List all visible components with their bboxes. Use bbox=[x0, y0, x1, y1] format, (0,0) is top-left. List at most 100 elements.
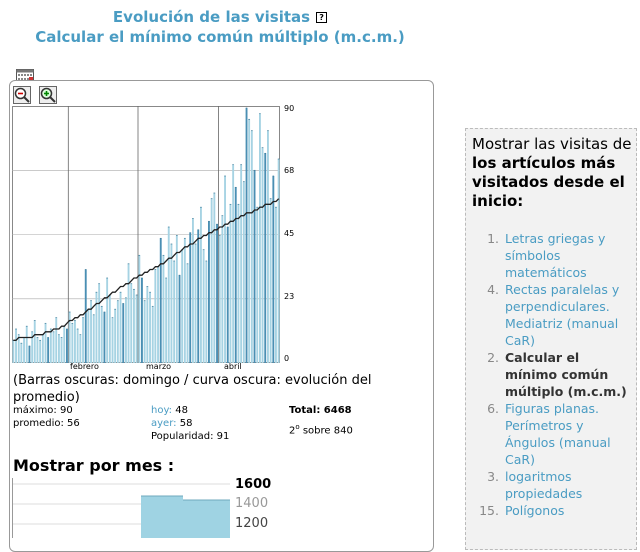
help-icon[interactable]: ? bbox=[316, 12, 328, 23]
rank-sup: o bbox=[295, 423, 300, 431]
chart-bar bbox=[127, 263, 130, 363]
sidebar-title-bold: los artículos más visitados desde el ini… bbox=[472, 154, 625, 210]
rank-rest: sobre 840 bbox=[299, 425, 353, 437]
chart-bar bbox=[200, 207, 202, 363]
monthly-label: 1400 bbox=[235, 496, 269, 511]
chart-bar bbox=[52, 331, 55, 363]
chart-bar bbox=[232, 164, 235, 363]
chart-bar bbox=[12, 340, 15, 363]
chart-bar bbox=[159, 238, 162, 363]
stat-today: hoy: 48 bbox=[151, 405, 188, 417]
chart-bar bbox=[31, 331, 34, 363]
chart-bar bbox=[210, 198, 213, 363]
list-item[interactable]: 4. Rectas paralelas y perpendiculares. Me… bbox=[470, 281, 635, 349]
chart-bar bbox=[157, 266, 159, 363]
chart-bar bbox=[267, 130, 269, 363]
y-tick-label: 90 bbox=[284, 104, 295, 113]
chart-bar bbox=[202, 249, 205, 363]
chart-bar bbox=[58, 334, 60, 363]
stat-max: máximo: 90 bbox=[13, 405, 73, 416]
chart-bar bbox=[218, 235, 221, 363]
chart-caption: (Barras oscuras: domingo / curva oscura:… bbox=[13, 373, 372, 405]
chart-bar bbox=[221, 215, 224, 363]
chart-bar bbox=[151, 306, 154, 363]
chart-bar bbox=[130, 283, 133, 363]
list-item[interactable]: 6. Figuras planas. Perímetros y Ángulos (… bbox=[470, 400, 635, 468]
chart-bar bbox=[250, 130, 253, 363]
chart-bar bbox=[119, 292, 122, 363]
y-tick-label: 0 bbox=[284, 354, 290, 363]
item-number: 1. bbox=[487, 231, 499, 246]
chart-bar bbox=[245, 108, 248, 363]
article-link[interactable]: Letras griegas y símbolos matemáticos bbox=[505, 231, 606, 280]
x-month-label: febrero bbox=[70, 362, 99, 371]
chart-bar bbox=[248, 119, 251, 363]
chart-bar bbox=[63, 326, 66, 363]
chart-bar bbox=[237, 204, 240, 363]
chart-bar bbox=[71, 323, 74, 363]
chart-bar bbox=[76, 329, 79, 363]
chart-bar bbox=[189, 232, 192, 363]
chart-bar bbox=[95, 292, 98, 363]
chart-bar bbox=[213, 193, 216, 363]
chart-bar bbox=[39, 340, 42, 363]
list-item[interactable]: 15. Polígonos bbox=[470, 502, 635, 519]
chart-bar bbox=[36, 337, 39, 363]
chart-bar bbox=[20, 343, 23, 363]
chart-bar bbox=[25, 326, 28, 363]
chart-bar bbox=[106, 278, 109, 363]
chart-bar bbox=[277, 159, 280, 363]
list-item[interactable]: 3. logaritmos propiedades bbox=[470, 468, 635, 502]
top-articles-list: 1. Letras griegas y símbolos matemáticos … bbox=[470, 230, 635, 519]
article-link[interactable]: Polígonos bbox=[505, 503, 565, 518]
chart-bar bbox=[194, 244, 197, 363]
chart-bar bbox=[186, 263, 189, 363]
visits-chart bbox=[12, 106, 280, 363]
stat-popularity: Popularidad: 91 bbox=[151, 431, 230, 442]
chart-bar bbox=[103, 312, 106, 363]
article-link[interactable]: Rectas paralelas y perpendiculares. Medi… bbox=[505, 282, 620, 348]
calendar-icon[interactable] bbox=[16, 69, 34, 83]
today-value: 48 bbox=[175, 405, 188, 416]
chart-bar bbox=[269, 198, 272, 363]
chart-bar bbox=[92, 314, 95, 363]
title-text: Evolución de las visitas bbox=[112, 8, 311, 26]
x-month-label: marzo bbox=[146, 362, 172, 371]
zoom-out-icon[interactable] bbox=[13, 86, 31, 104]
average-curve bbox=[13, 198, 280, 341]
article-link[interactable]: logaritmos propiedades bbox=[505, 469, 583, 501]
chart-bar bbox=[133, 289, 135, 363]
chart-bar bbox=[256, 207, 259, 363]
chart-bar bbox=[125, 297, 127, 363]
chart-bar bbox=[66, 329, 68, 363]
x-month-label: abril bbox=[224, 362, 242, 371]
chart-bar bbox=[162, 255, 165, 363]
chart-bar bbox=[143, 300, 146, 363]
y-tick-label: 23 bbox=[284, 292, 295, 301]
zoom-in-icon[interactable] bbox=[39, 86, 57, 104]
chart-bar bbox=[167, 227, 170, 363]
chart-bar bbox=[79, 334, 82, 363]
chart-bar bbox=[122, 303, 125, 363]
chart-bar bbox=[234, 187, 237, 363]
chart-bar bbox=[197, 229, 200, 363]
chart-bar bbox=[138, 255, 141, 363]
item-number: 15. bbox=[479, 503, 499, 518]
yesterday-label: ayer: bbox=[151, 418, 177, 429]
article-link[interactable]: Figuras planas. Perímetros y Ángulos (ma… bbox=[505, 401, 611, 467]
item-number: 3. bbox=[487, 469, 499, 484]
chart-bar bbox=[41, 334, 44, 363]
y-tick-label: 45 bbox=[284, 229, 295, 238]
list-item[interactable]: 1. Letras griegas y símbolos matemáticos bbox=[470, 230, 635, 281]
stat-total: Total: 6468 bbox=[289, 405, 352, 416]
chart-bar bbox=[226, 227, 229, 363]
chart-bar bbox=[111, 317, 114, 363]
chart-bar bbox=[33, 320, 36, 363]
chart-bar bbox=[55, 317, 58, 363]
chart-bar bbox=[229, 204, 232, 363]
chart-bar bbox=[205, 261, 208, 363]
chart-bar bbox=[272, 176, 275, 363]
chart-bar bbox=[259, 113, 261, 363]
page-title: Evolución de las visitas? bbox=[0, 8, 440, 26]
chart-bar bbox=[74, 320, 76, 363]
